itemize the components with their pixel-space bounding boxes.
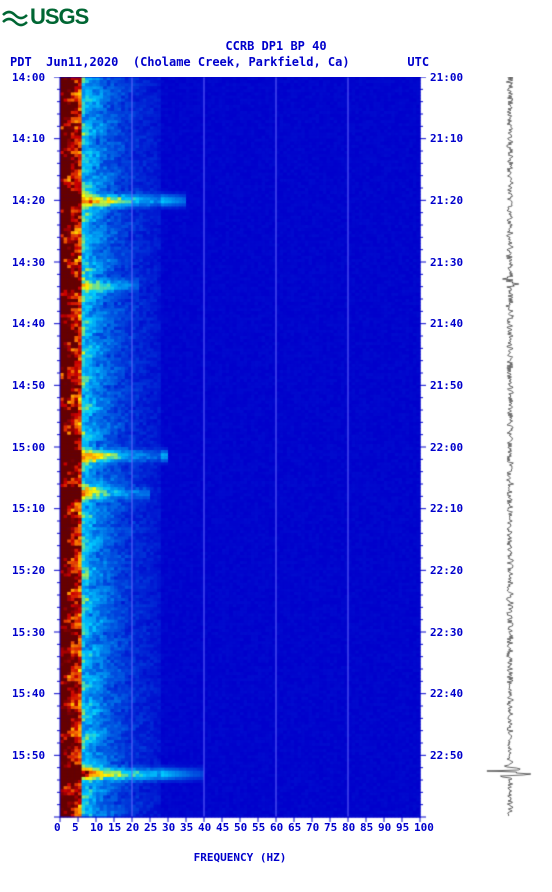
location: (Cholame Creek, Parkfield, Ca) [133, 55, 350, 69]
y-right-tick: 21:50 [430, 379, 463, 392]
x-tick: 85 [360, 821, 373, 834]
y-left-tick: 14:40 [12, 317, 56, 330]
y-right-tick: 22:50 [430, 749, 463, 762]
seismogram-canvas [470, 77, 550, 817]
x-tick: 30 [162, 821, 175, 834]
x-tick: 55 [252, 821, 265, 834]
y-right-tick: 21:00 [430, 71, 463, 84]
x-tick: 45 [216, 821, 229, 834]
x-tick: 40 [198, 821, 211, 834]
y-left-tick: 15:40 [12, 687, 56, 700]
y-left-tick: 14:30 [12, 256, 56, 269]
x-tick: 20 [126, 821, 139, 834]
y-right-tick: 22:10 [430, 502, 463, 515]
y-left-tick: 14:10 [12, 132, 56, 145]
y-left-tick: 15:10 [12, 502, 56, 515]
chart-subtitle: PDT Jun11,2020 (Cholame Creek, Parkfield… [10, 55, 552, 69]
x-tick: 25 [144, 821, 157, 834]
spectrogram-canvas [10, 77, 460, 837]
x-axis-label: FREQUENCY (HZ) [60, 851, 420, 864]
x-tick: 95 [396, 821, 409, 834]
x-tick: 15 [108, 821, 121, 834]
y-right-tick: 22:30 [430, 626, 463, 639]
x-tick: 50 [234, 821, 247, 834]
x-tick: 90 [378, 821, 391, 834]
y-left-tick: 14:20 [12, 194, 56, 207]
y-left-tick: 14:50 [12, 379, 56, 392]
wave-icon [2, 9, 28, 33]
y-right-tick: 22:40 [430, 687, 463, 700]
logo-text: USGS [30, 4, 88, 29]
date: Jun11,2020 [46, 55, 118, 69]
x-tick: 5 [72, 821, 79, 834]
x-tick: 100 [414, 821, 434, 834]
x-tick: 0 [54, 821, 61, 834]
y-right-tick: 21:30 [430, 256, 463, 269]
x-tick: 65 [288, 821, 301, 834]
y-right-tick: 21:20 [430, 194, 463, 207]
right-tz: UTC [407, 55, 429, 69]
x-tick: 35 [180, 821, 193, 834]
usgs-logo: USGS [0, 0, 552, 37]
y-left-tick: 15:50 [12, 749, 56, 762]
y-right-tick: 22:20 [430, 564, 463, 577]
y-left-tick: 14:00 [12, 71, 56, 84]
left-tz: PDT [10, 55, 32, 69]
y-right-tick: 22:00 [430, 441, 463, 454]
x-tick: 60 [270, 821, 283, 834]
x-tick: 75 [324, 821, 337, 834]
spectrogram-container: 14:0014:1014:2014:3014:4014:5015:0015:10… [10, 77, 460, 864]
seismogram-container [470, 77, 550, 817]
plot-area: 14:0014:1014:2014:3014:4014:5015:0015:10… [10, 77, 552, 865]
chart-title: CCRB DP1 BP 40 [0, 39, 552, 53]
y-left-tick: 15:30 [12, 626, 56, 639]
x-tick: 70 [306, 821, 319, 834]
y-right-tick: 21:40 [430, 317, 463, 330]
y-left-tick: 15:00 [12, 441, 56, 454]
y-right-tick: 21:10 [430, 132, 463, 145]
x-tick: 10 [90, 821, 103, 834]
y-left-tick: 15:20 [12, 564, 56, 577]
x-tick: 80 [342, 821, 355, 834]
